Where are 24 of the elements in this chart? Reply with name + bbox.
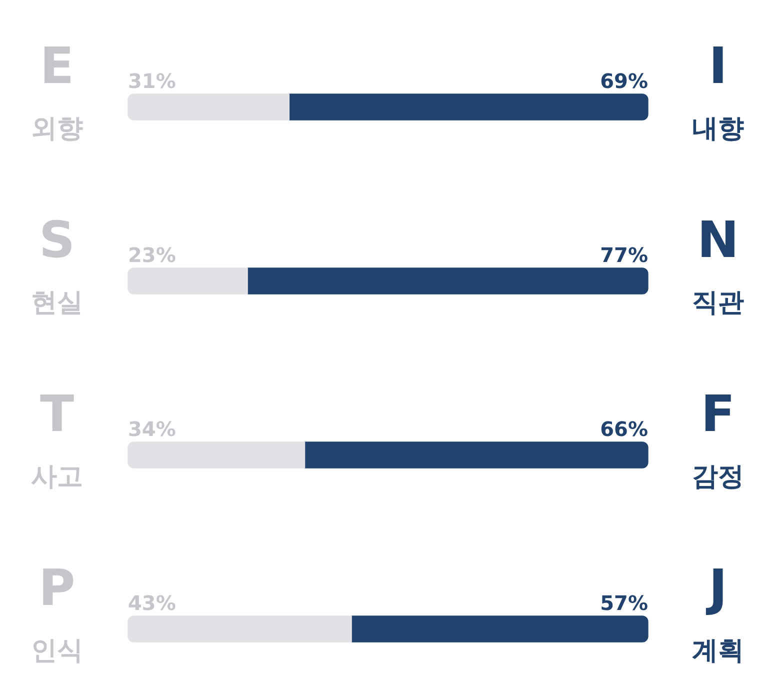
y2-tick-label: I 내향 (692, 37, 744, 144)
data-label: 57% (600, 591, 648, 615)
data-label: 66% (600, 417, 648, 441)
data-label: 34% (128, 417, 176, 441)
data-label: 69% (600, 69, 648, 93)
data-label: 43% (128, 591, 176, 615)
y2-tick-label: N 직관 (692, 211, 744, 318)
bar (128, 94, 290, 120)
y-tick-label: S 현실 (31, 211, 83, 318)
y-tick-label: T 사고 (31, 385, 83, 492)
data-label: 77% (600, 243, 648, 267)
bar (304, 442, 648, 468)
y2-tick-label: F 감정 (692, 385, 744, 492)
data-label: 23% (128, 243, 176, 267)
bar (128, 616, 352, 642)
bar (288, 94, 648, 120)
bar (128, 268, 248, 294)
bar (247, 268, 648, 294)
bar (351, 616, 648, 642)
y-tick-label: E 외향 (31, 37, 83, 144)
data-label: 31% (128, 69, 176, 93)
y2-tick-label: J 계획 (692, 559, 744, 666)
bar (128, 442, 306, 468)
y-tick-label: P 인식 (31, 559, 83, 666)
